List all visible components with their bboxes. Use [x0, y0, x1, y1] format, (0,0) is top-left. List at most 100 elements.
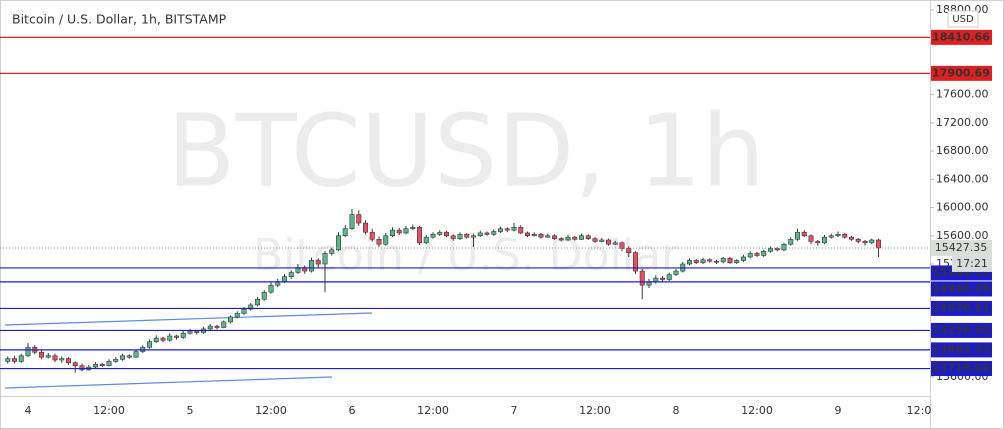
candle-body — [727, 258, 733, 263]
candle-body — [666, 274, 672, 280]
candle-body — [592, 238, 598, 242]
candle-body — [828, 235, 834, 238]
candle-body — [848, 236, 854, 240]
candle-body — [5, 358, 11, 362]
candle-body — [261, 291, 267, 300]
level-label-box — [931, 322, 992, 338]
candle-body — [99, 363, 105, 366]
candle-body — [450, 235, 456, 239]
candle-body — [329, 249, 335, 254]
candle-body — [288, 272, 294, 278]
candle-body — [106, 361, 112, 366]
candles — [5, 208, 881, 373]
candle-body — [356, 214, 362, 224]
candle-body — [207, 325, 213, 330]
candle-body — [626, 248, 632, 254]
candle-body — [639, 270, 645, 286]
level-label: 14258.95 — [932, 323, 990, 336]
candle-body — [59, 358, 65, 361]
candle-body — [801, 231, 807, 237]
candle-body — [734, 260, 740, 263]
candle-body — [79, 365, 85, 371]
candle-body — [713, 260, 719, 263]
level-label: 13719.04 — [932, 362, 990, 375]
candle-body — [228, 316, 234, 323]
candle-body — [686, 260, 692, 265]
x-tick-label: 9 — [835, 404, 842, 417]
candle-body — [221, 321, 227, 328]
candle-body — [491, 231, 497, 235]
candle-body — [842, 234, 848, 238]
price-box — [931, 239, 992, 256]
candle-body — [396, 229, 402, 234]
candle-body — [423, 236, 429, 244]
candle-body — [700, 259, 706, 263]
level-label-box — [931, 342, 992, 358]
level-label-box — [931, 361, 992, 377]
candle-body — [248, 304, 254, 310]
y-tick-label: 15600.00 — [936, 229, 989, 242]
candle-body — [673, 270, 679, 275]
candle-body — [369, 231, 375, 240]
candle-body — [308, 260, 314, 272]
countdown-label: 17:21 — [956, 257, 988, 270]
candle-body — [869, 239, 875, 244]
candle-body — [653, 277, 659, 282]
candle-body — [815, 241, 821, 244]
level-label: 14570.51 — [932, 301, 990, 314]
x-tick-label: 12:00 — [579, 404, 611, 417]
candle-body — [457, 234, 463, 239]
candle-body — [538, 234, 544, 238]
candle-body — [315, 260, 321, 265]
x-tick-label: 12:00 — [93, 404, 125, 417]
candle-body — [788, 238, 794, 245]
level-label: 17900.69 — [932, 66, 990, 79]
candle-body — [126, 355, 132, 358]
candle-body — [551, 235, 557, 239]
candle-body — [605, 239, 611, 245]
candle-body — [167, 335, 173, 341]
candle-body — [565, 236, 571, 241]
x-tick-label: 7 — [511, 404, 518, 417]
y-tick-label: 17200.00 — [936, 116, 989, 129]
candle-body — [855, 238, 861, 242]
candle-body — [612, 242, 618, 245]
x-tick-label: 12:0 — [907, 404, 932, 417]
y-tick-label: 16800.00 — [936, 144, 989, 157]
candle-body — [93, 363, 99, 368]
price-label: 15427.35 — [935, 241, 988, 254]
candle-body — [18, 355, 24, 362]
x-tick-label: 4 — [25, 404, 32, 417]
candle-body — [720, 258, 726, 263]
candle-body — [511, 226, 517, 231]
candle-body — [477, 232, 483, 237]
trend-line — [4, 376, 333, 389]
candle-body — [808, 235, 814, 242]
x-tick-label: 6 — [349, 404, 356, 417]
candle-body — [443, 231, 449, 237]
candle-body — [268, 284, 274, 293]
candle-body — [578, 235, 584, 240]
x-tick-label: 12:00 — [255, 404, 287, 417]
candle-body — [25, 346, 31, 357]
candle-body — [113, 358, 119, 362]
candle-body — [38, 351, 44, 358]
candle-body — [234, 313, 240, 318]
candle-body — [416, 226, 422, 244]
candle-body — [376, 238, 382, 245]
candle-body — [322, 253, 328, 265]
candle-body — [585, 235, 591, 239]
candle-body — [693, 260, 699, 263]
candle-body — [45, 355, 51, 358]
candle-body — [349, 214, 355, 230]
candle-body — [504, 228, 510, 231]
candle-body — [194, 330, 200, 333]
x-tick-label: 12:00 — [417, 404, 449, 417]
candle-body — [524, 232, 530, 237]
candle-body — [835, 234, 841, 237]
level-label-box — [931, 29, 992, 45]
candle-body — [72, 362, 78, 366]
candle-body — [160, 337, 166, 341]
